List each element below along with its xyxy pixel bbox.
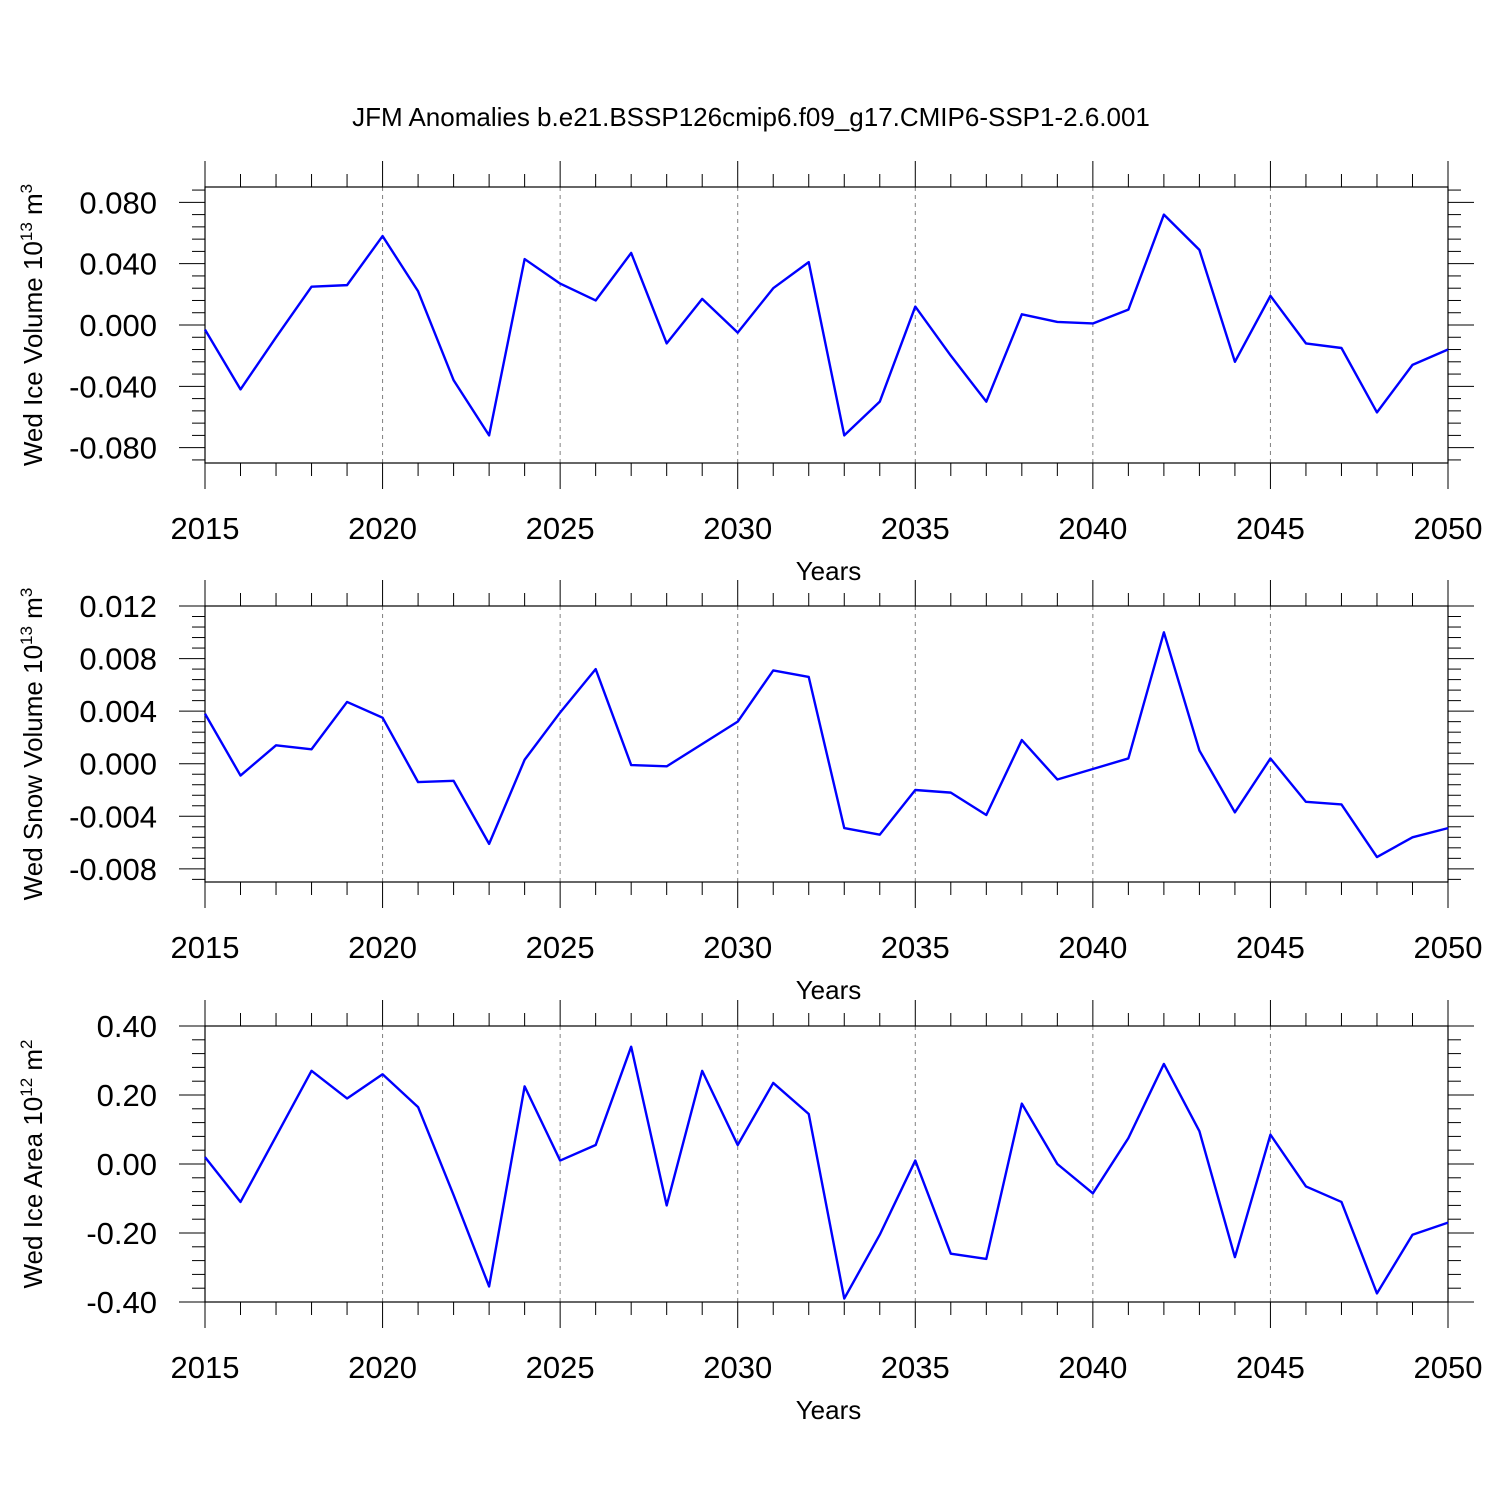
data-series-line: [203, 213, 1449, 437]
y-axis-label-exponent: 13: [17, 626, 36, 645]
y-tick-label: 0.004: [79, 694, 157, 729]
x-tick-label: 2025: [526, 511, 595, 546]
x-tick-label: 2025: [526, 930, 595, 965]
x-tick-label: 2035: [881, 511, 950, 546]
y-tick-label: -0.40: [86, 1285, 157, 1320]
x-axis-label: Years: [796, 556, 862, 586]
data-series-line: [204, 1045, 1449, 1300]
x-tick-label: 2030: [703, 511, 772, 546]
y-tick-label: 0.008: [79, 642, 157, 677]
x-tick-label: 2045: [1236, 511, 1305, 546]
y-tick-label: 0.000: [79, 747, 157, 782]
y-tick-label: -0.040: [69, 369, 157, 404]
x-tick-label: 2035: [881, 930, 950, 965]
y-axis-label-unit-exponent: 3: [17, 184, 36, 193]
plot-frame: [204, 186, 1449, 464]
x-tick-label: 2015: [171, 511, 240, 546]
y-tick-label: 0.000: [79, 308, 157, 343]
y-axis-label-exponent: 13: [17, 222, 36, 241]
y-tick-label: 0.00: [97, 1147, 157, 1182]
x-tick-label: 2045: [1236, 1350, 1305, 1385]
y-axis-label-text: Wed Ice Area 10: [18, 1097, 48, 1289]
x-tick-label: 2050: [1414, 930, 1483, 965]
y-axis-label-unit-exponent: 3: [17, 588, 36, 597]
x-tick-label: 2050: [1414, 1350, 1483, 1385]
y-axis-label-unit: m: [18, 597, 48, 626]
y-tick-label: 0.20: [97, 1078, 157, 1113]
x-tick-label: 2040: [1058, 1350, 1127, 1385]
x-tick-label: 2040: [1058, 511, 1127, 546]
y-tick-label: 0.040: [79, 247, 157, 282]
y-tick-label: 0.080: [79, 185, 157, 220]
x-tick-label: 2015: [171, 1350, 240, 1385]
y-axis-label-unit: m: [18, 1049, 48, 1078]
x-tick-label: 2045: [1236, 930, 1305, 965]
y-axis-label-exponent: 12: [17, 1078, 36, 1097]
x-tick-label: 2020: [348, 930, 417, 965]
x-tick-label: 2050: [1414, 511, 1483, 546]
chart-title: JFM Anomalies b.e21.BSSP126cmip6.f09_g17…: [352, 102, 1150, 132]
x-axis-label: Years: [796, 1395, 862, 1425]
y-axis-label: Wed Ice Area 1012 m2: [17, 1039, 48, 1288]
y-tick-label: 0.40: [97, 1009, 157, 1044]
y-tick-label: 0.012: [79, 589, 157, 624]
y-axis-label-text: Wed Snow Volume 10: [18, 645, 48, 900]
y-axis-label-text: Wed Ice Volume 10: [18, 241, 48, 466]
panel-1: -0.080 -0.040 0.000 0.040 0.080 2015 2020 2025 2…: [17, 161, 1482, 586]
x-axis-label: Years: [796, 975, 862, 1005]
x-tick-label: 2035: [881, 1350, 950, 1385]
x-tick-label: 2030: [703, 930, 772, 965]
y-tick-label: -0.080: [69, 431, 157, 466]
y-axis-label: Wed Ice Volume 1013 m3: [17, 184, 48, 466]
x-tick-label: 2020: [348, 511, 417, 546]
y-axis-label: Wed Snow Volume 1013 m3: [17, 588, 48, 901]
x-tick-label: 2025: [526, 1350, 595, 1385]
x-tick-label: 2030: [703, 1350, 772, 1385]
y-tick-label: -0.008: [69, 852, 157, 887]
data-series-line: [203, 631, 1449, 859]
x-tick-label: 2015: [171, 930, 240, 965]
y-tick-label: -0.004: [69, 799, 157, 834]
panel-3: -0.40 -0.20 0.00 0.20 0.40 2015 2020 2025 2030 20…: [17, 1000, 1482, 1425]
panel-2: -0.008 -0.004 0.000 0.004 0.008 0.012 2015 2020…: [17, 580, 1482, 1005]
x-tick-label: 2020: [348, 1350, 417, 1385]
x-tick-label: 2040: [1058, 930, 1127, 965]
plot-frame: [204, 605, 1449, 883]
y-axis-label-unit-exponent: 2: [17, 1039, 36, 1048]
y-axis-label-unit: m: [18, 193, 48, 222]
y-tick-label: -0.20: [86, 1216, 157, 1251]
